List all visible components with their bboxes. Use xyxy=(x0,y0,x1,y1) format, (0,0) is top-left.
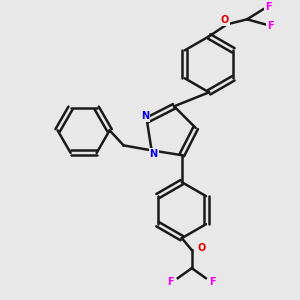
Text: O: O xyxy=(198,243,206,253)
Text: N: N xyxy=(141,111,149,121)
Text: F: F xyxy=(267,21,273,31)
Text: F: F xyxy=(167,277,174,287)
Text: F: F xyxy=(209,277,216,287)
Text: N: N xyxy=(150,149,158,159)
Text: F: F xyxy=(265,2,272,12)
Text: O: O xyxy=(221,15,229,25)
